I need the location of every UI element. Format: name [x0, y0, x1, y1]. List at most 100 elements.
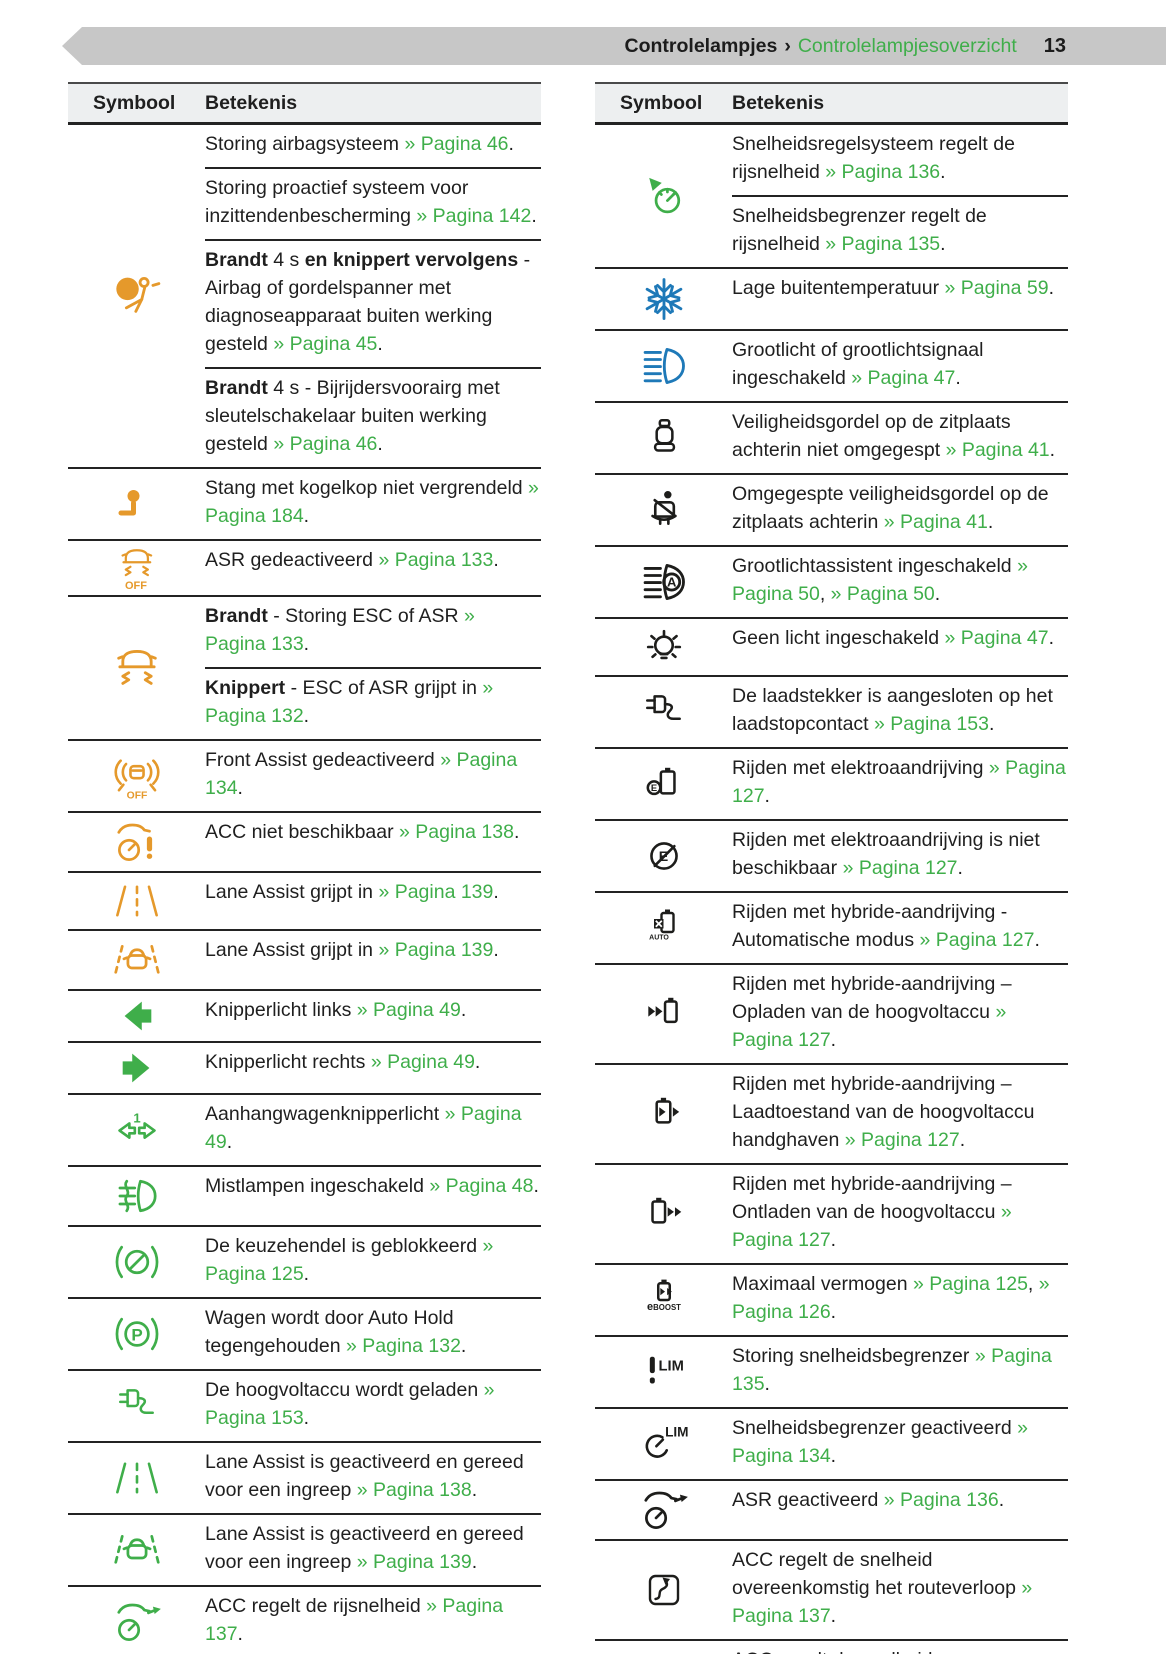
svg-text:E: E	[650, 782, 656, 793]
row-text: Grootlichtassistent ingeschakeld	[732, 555, 1018, 577]
column-header-symbool: Symbool	[93, 92, 176, 114]
esc-icon	[68, 597, 205, 739]
row-text: Maximaal vermogen	[732, 1273, 913, 1295]
row-text: Rijden met hybride-aandrijving – Ontlade…	[732, 1173, 1012, 1223]
row-text: Knipperlicht links	[205, 999, 357, 1021]
symbol-group: AUTO Rijden met hybride-aandrijving - Aut…	[595, 893, 1068, 965]
page-link[interactable]: » Pagina 139	[378, 939, 494, 961]
page-link[interactable]: » Pagina 139	[356, 1551, 472, 1573]
page-link[interactable]: » Pagina 47	[944, 627, 1049, 649]
page-link[interactable]: » Pagina 139	[378, 881, 494, 903]
symbol-group: Omgegespte veiligheidsgordel op de zitpl…	[595, 475, 1068, 547]
page-link[interactable]: » Pagina 134	[732, 1417, 1028, 1467]
e-drive-icon: E	[595, 749, 732, 819]
meaning-rows: Grootlicht of grootlichtsignaal ingescha…	[732, 331, 1068, 401]
table-row: Maximaal vermogen » Pagina 125, » Pagina…	[732, 1265, 1068, 1335]
row-text: .	[533, 1175, 539, 1197]
row-text: .	[493, 939, 499, 961]
page-link[interactable]: » Pagina 153	[205, 1379, 495, 1429]
symbol-group: Mistlampen ingeschakeld » Pagina 48.	[68, 1167, 541, 1227]
row-text: Lane Assist grijpt in	[205, 939, 379, 961]
row-text: De hoogvoltaccu wordt geladen	[205, 1379, 484, 1401]
symbol-group: ACC niet beschikbaar » Pagina 138.	[68, 813, 541, 873]
row-text: .	[988, 713, 995, 735]
row-text: Front Assist gedeactiveerd	[205, 749, 441, 771]
front-assist-off-icon: OFF	[68, 741, 205, 811]
row-text: Veiligheidsgordel op de zitplaats achter…	[732, 411, 1011, 461]
page-link[interactable]: » Pagina 135	[825, 233, 941, 255]
meaning-rows: Knipperlicht links » Pagina 49.	[205, 991, 541, 1041]
page-link[interactable]: » Pagina 136	[825, 161, 941, 183]
breadcrumb-separator: ›	[784, 34, 791, 57]
page-link[interactable]: » Pagina 135	[732, 1345, 1052, 1395]
meaning-rows: ACC regelt de snelheid overeenkomstig he…	[732, 1541, 1068, 1639]
page-link[interactable]: » Pagina 127	[732, 1201, 1012, 1251]
lane-assist-ready-icon	[68, 1443, 205, 1513]
row-text: Omgegespte veiligheidsgordel op de zitpl…	[732, 483, 1049, 533]
row-text: Brandt	[205, 249, 268, 271]
meaning-rows: ACC niet beschikbaar » Pagina 138.	[205, 813, 541, 871]
page-link[interactable]: » Pagina 59	[944, 277, 1049, 299]
row-text: Rijden met elektroaandrijving	[732, 757, 989, 779]
table-row: Knipperlicht rechts » Pagina 49.	[205, 1043, 541, 1085]
table-row: Snelheidsregelsysteem regelt de rijsnelh…	[732, 125, 1068, 195]
page-link[interactable]: » Pagina 133	[378, 549, 494, 571]
page-link[interactable]: » Pagina 184	[205, 477, 539, 527]
page-link[interactable]: » Pagina 45	[273, 333, 378, 355]
meaning-rows: Storing snelheidsbegrenzer » Pagina 135.	[732, 1337, 1068, 1407]
page-link[interactable]: » Pagina 127	[732, 1001, 1007, 1051]
row-text: Lane Assist grijpt in	[205, 881, 379, 903]
symbol-group: eBOOST Maximaal vermogen » Pagina 125, » …	[595, 1265, 1068, 1337]
meaning-rows: Lane Assist is geactiveerd en gereed voo…	[205, 1443, 541, 1513]
rear-seat-belt-unfastened-icon	[595, 403, 732, 473]
page-link[interactable]: » Pagina 41	[945, 439, 1050, 461]
page-link[interactable]: » Pagina 132	[205, 677, 494, 727]
page-link[interactable]: » Pagina 132	[345, 1335, 461, 1357]
table-row: Wagen wordt door Auto Hold tegengehouden…	[205, 1299, 541, 1369]
page-link[interactable]: » Pagina 137	[732, 1577, 1033, 1627]
row-text: .	[471, 1479, 478, 1501]
page-link[interactable]: » Pagina 137	[205, 1595, 504, 1645]
page-link[interactable]: » Pagina 138	[356, 1479, 472, 1501]
page-link[interactable]: » Pagina 127	[842, 857, 958, 879]
row-text: .	[513, 821, 520, 843]
page-link[interactable]: » Pagina 133	[205, 605, 475, 655]
page-link[interactable]: » Pagina 49	[205, 1103, 522, 1153]
page-link[interactable]: » Pagina 127	[844, 1129, 960, 1151]
meaning-rows: Maximaal vermogen » Pagina 125, » Pagina…	[732, 1265, 1068, 1335]
row-text: .	[508, 133, 514, 155]
page-link[interactable]: » Pagina 136	[883, 1489, 999, 1511]
page-link[interactable]: » Pagina 134	[205, 749, 518, 799]
page-link[interactable]: » Pagina 127	[919, 929, 1035, 951]
page-link[interactable]: » Pagina 48	[429, 1175, 534, 1197]
page-link[interactable]: » Pagina 49	[370, 1051, 475, 1073]
page-link[interactable]: » Pagina 126	[732, 1273, 1050, 1323]
table-row: Grootlicht of grootlichtsignaal ingescha…	[732, 331, 1068, 401]
turn-signal-left-icon	[68, 991, 205, 1041]
row-text: .	[830, 1301, 837, 1323]
page-link[interactable]: » Pagina 50	[830, 583, 935, 605]
symbol-group: Rijden met hybride-aandrijving – Laadtoe…	[595, 1065, 1068, 1165]
table-row: ACC regelt de snelheid overeenkomstig he…	[732, 1541, 1068, 1639]
row-text: ACC regelt de snelheid overeenkomstig he…	[732, 1549, 1022, 1599]
page-link[interactable]: » Pagina 138	[399, 821, 514, 843]
page-link[interactable]: » Pagina 153	[874, 713, 989, 735]
page-link[interactable]: » Pagina 49	[356, 999, 461, 1021]
page-link[interactable]: » Pagina 46	[273, 433, 378, 455]
row-text: .	[830, 1029, 837, 1051]
row-text: Mistlampen ingeschakeld	[205, 1175, 430, 1197]
page-link[interactable]: » Pagina 127	[732, 757, 1066, 807]
hybrid-maintain-charge-icon	[595, 1065, 732, 1163]
table-row: Brandt 4 s - Bijrijdersvoorairg met sleu…	[205, 367, 541, 467]
page-link[interactable]: » Pagina 41	[883, 511, 988, 533]
page-link[interactable]: » Pagina 47	[851, 367, 956, 389]
row-text: Brandt	[205, 377, 268, 399]
page-link[interactable]: » Pagina 125	[205, 1235, 494, 1285]
column-header-symbool: Symbool	[620, 92, 703, 114]
page-link[interactable]: » Pagina 142	[416, 205, 532, 227]
page-link[interactable]: » Pagina 50	[732, 555, 1028, 605]
page-link[interactable]: » Pagina 46	[404, 133, 509, 155]
row-text: Lane Assist is geactiveerd en gereed voo…	[205, 1523, 524, 1573]
page-link[interactable]: » Pagina 125	[912, 1273, 1028, 1295]
